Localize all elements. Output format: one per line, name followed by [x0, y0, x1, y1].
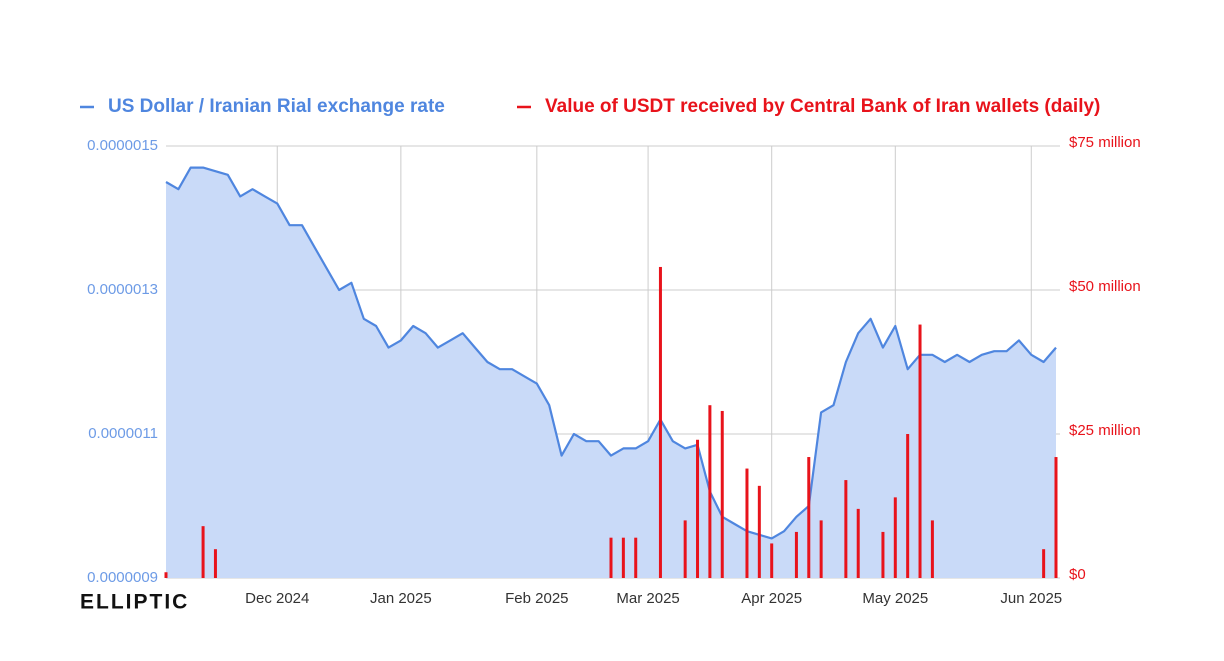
y2-tick-label: $75 million [1069, 134, 1141, 151]
bar [906, 434, 910, 578]
bar [881, 531, 885, 578]
x-tick-label: Dec 2024 [245, 590, 309, 607]
x-tick-label: May 2025 [862, 590, 928, 607]
y2-tick-label: $0 [1069, 566, 1086, 583]
bar [757, 485, 761, 578]
x-tick-label: Jan 2025 [370, 590, 432, 607]
bar [745, 468, 749, 578]
x-tick-label: Jun 2025 [1000, 590, 1062, 607]
area-fill [166, 167, 1056, 578]
bar [609, 537, 613, 578]
bar [844, 480, 848, 578]
bar [856, 508, 860, 578]
bar [1042, 549, 1046, 578]
legend-label: US Dollar / Iranian Rial exchange rate [108, 96, 445, 117]
y-tick-label: 0.0000015 [87, 137, 158, 154]
bar [819, 520, 823, 578]
y-tick-label: 0.0000011 [88, 425, 158, 442]
y-tick-label: 0.0000009 [87, 569, 158, 586]
watermark: ELLIPTIC [80, 591, 189, 614]
y2-tick-label: $50 million [1069, 278, 1141, 295]
legend-label: Value of USDT received by Central Bank o… [545, 96, 1100, 117]
bar [164, 572, 168, 578]
bar [634, 537, 638, 578]
bar [213, 549, 217, 578]
bar [621, 537, 625, 578]
x-tick-label: Feb 2025 [505, 590, 568, 607]
x-tick-label: Apr 2025 [741, 590, 802, 607]
bar [658, 266, 662, 578]
bar [720, 410, 724, 578]
bar [201, 526, 205, 578]
y-tick-label: 0.0000013 [87, 281, 158, 298]
y2-tick-label: $25 million [1069, 422, 1141, 439]
bar [893, 497, 897, 578]
bar [696, 439, 700, 578]
bar [708, 405, 712, 578]
bar [1054, 457, 1058, 578]
bar [930, 520, 934, 578]
bar [683, 520, 687, 578]
x-tick-label: Mar 2025 [616, 590, 679, 607]
bar [807, 457, 811, 578]
bar [918, 324, 922, 578]
bar [794, 531, 798, 578]
bar [770, 543, 774, 578]
line [165, 166, 1057, 540]
